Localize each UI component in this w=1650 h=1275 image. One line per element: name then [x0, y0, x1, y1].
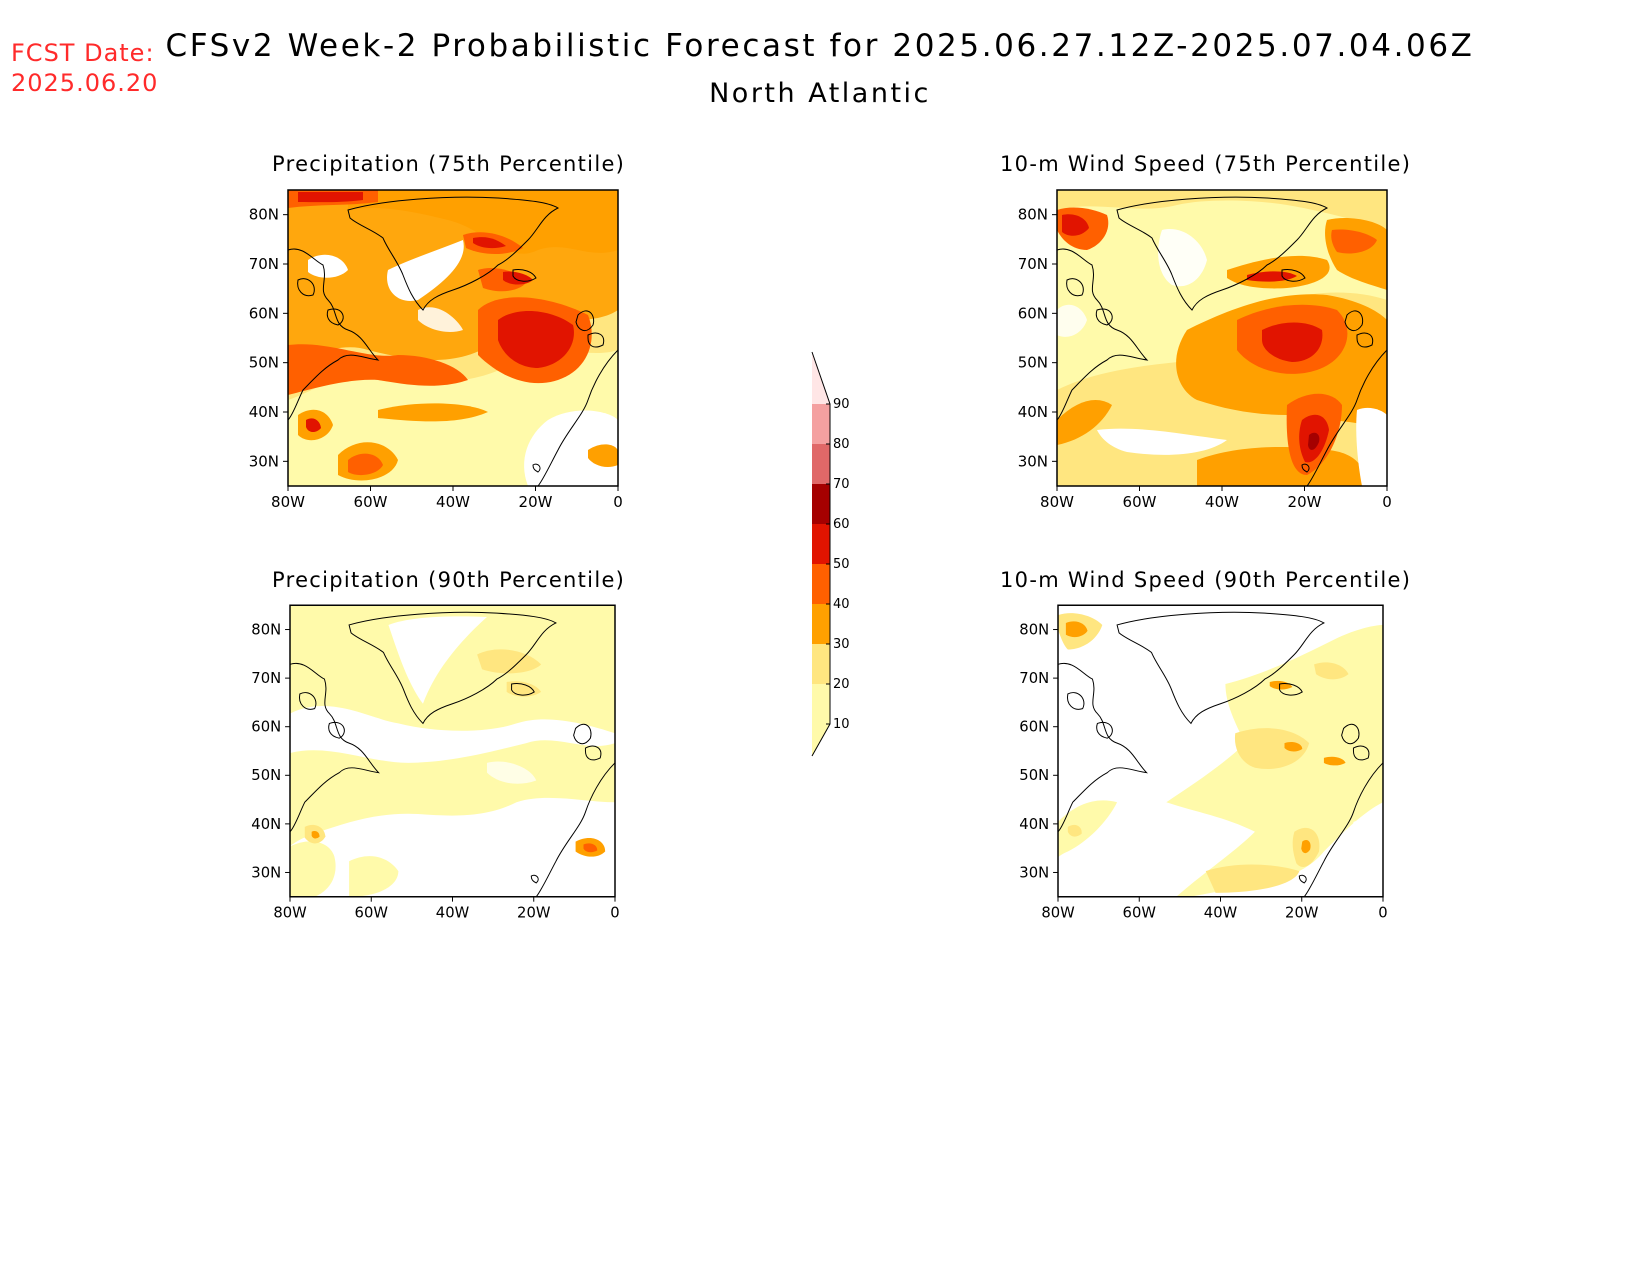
- colorbar-swatch: [812, 444, 830, 484]
- precip-75-lon-axis: 80W 60W 40W 20W 0: [271, 486, 623, 511]
- wind-90-lon-axis: 80W 60W 40W 20W 0: [1041, 896, 1388, 921]
- forecast-date-block: FCST Date: 2025.06.20: [11, 38, 158, 98]
- lon-tick-label: 20W: [517, 904, 551, 921]
- colorbar-swatch: [812, 524, 830, 564]
- precip-75-coastlines: [287, 196, 619, 487]
- lon-tick-label: 20W: [519, 493, 553, 511]
- lon-tick-label: 80W: [1040, 493, 1074, 511]
- map-precip-90: 80N 70N 60N 50N 40N 30N 80W 60W 40W 20W 0: [251, 604, 620, 921]
- panel-title-wind-75: 10-m Wind Speed (75th Percentile): [1000, 152, 1412, 176]
- lon-tick-label: 0: [1382, 493, 1392, 511]
- precip-90-lon-axis: 80W 60W 40W 20W 0: [273, 896, 620, 921]
- wind-90-shading: [1058, 613, 1383, 897]
- lat-tick-label: 40N: [1018, 403, 1048, 421]
- wind-75-lon-axis: 80W 60W 40W 20W 0: [1040, 486, 1392, 511]
- lon-tick-label: 20W: [1288, 493, 1322, 511]
- lat-tick-label: 80N: [1019, 621, 1049, 638]
- page-title: CFSv2 Week-2 Probabilistic Forecast for …: [165, 28, 1475, 64]
- lat-tick-label: 80N: [1018, 206, 1048, 224]
- precip-75-shading: [288, 190, 618, 486]
- wind-75-lat-axis: 80N 70N 60N 50N 40N 30N: [1018, 206, 1057, 470]
- lon-tick-label: 80W: [1041, 904, 1075, 921]
- colorbar-swatch: [812, 484, 830, 524]
- colorbar-tick-label: 50: [833, 557, 850, 572]
- lat-tick-label: 40N: [1019, 816, 1049, 833]
- colorbar-tick-label: 10: [833, 717, 850, 732]
- wind-75-coastlines: [1056, 196, 1388, 487]
- colorbar: 10 20 30 40 50 60 70 80 90: [800, 336, 860, 757]
- forecast-date-value: 2025.06.20: [11, 69, 159, 97]
- lon-tick-label: 20W: [1285, 904, 1319, 921]
- lon-tick-label: 60W: [354, 493, 388, 511]
- panel-title-precip-90: Precipitation (90th Percentile): [272, 568, 626, 592]
- wind-75-shading: [1057, 190, 1387, 486]
- forecast-date-label: FCST Date:: [11, 39, 155, 67]
- lat-tick-label: 60N: [251, 719, 281, 736]
- panel-title-precip-75: Precipitation (75th Percentile): [272, 152, 626, 176]
- precip-75-lat-axis: 80N 70N 60N 50N 40N 30N: [249, 206, 288, 470]
- lon-tick-label: 40W: [1204, 904, 1238, 921]
- precip-90-coastlines: [289, 611, 616, 898]
- lon-tick-label: 80W: [271, 493, 305, 511]
- lon-tick-label: 60W: [1123, 904, 1157, 921]
- lon-tick-label: 40W: [436, 904, 470, 921]
- precip-90-lat-axis: 80N 70N 60N 50N 40N 30N: [251, 621, 290, 881]
- colorbar-swatch: [812, 604, 830, 644]
- lon-tick-label: 40W: [1205, 493, 1239, 511]
- lat-tick-label: 50N: [249, 354, 279, 372]
- lon-tick-label: 0: [1378, 904, 1387, 921]
- lat-tick-label: 30N: [1019, 864, 1049, 881]
- wind-90-lat-axis: 80N 70N 60N 50N 40N 30N: [1019, 621, 1058, 881]
- lat-tick-label: 60N: [249, 304, 279, 322]
- lon-tick-label: 0: [613, 493, 623, 511]
- panel-title-wind-90: 10-m Wind Speed (90th Percentile): [1000, 568, 1412, 592]
- lat-tick-label: 50N: [251, 767, 281, 784]
- colorbar-tick-label: 40: [833, 597, 850, 612]
- precip-90-shading: [290, 605, 615, 897]
- colorbar-swatch: [812, 404, 830, 444]
- colorbar-swatch: [812, 684, 830, 756]
- region-subtitle: North Atlantic: [709, 78, 931, 109]
- lat-tick-label: 40N: [251, 816, 281, 833]
- colorbar-swatch: [812, 644, 830, 684]
- lon-tick-label: 0: [610, 904, 619, 921]
- colorbar-swatch: [812, 564, 830, 604]
- colorbar-tick-label: 60: [833, 517, 850, 532]
- lat-tick-label: 60N: [1019, 719, 1049, 736]
- lon-tick-label: 60W: [1123, 493, 1157, 511]
- colorbar-tick-label: 90: [833, 397, 850, 412]
- lon-tick-label: 60W: [355, 904, 389, 921]
- map-wind-90: 80N 70N 60N 50N 40N 30N 80W 60W 40W 20W 0: [1019, 604, 1388, 921]
- colorbar-tick-label: 70: [833, 477, 850, 492]
- map-wind-75: 80N 70N 60N 50N 40N 30N 80W 60W 40W 20W 0: [1018, 189, 1392, 511]
- lat-tick-label: 50N: [1018, 354, 1048, 372]
- lat-tick-label: 70N: [251, 670, 281, 687]
- map-precip-75: 80N 70N 60N 50N 40N 30N 80W 60W 40W 20W 0: [249, 189, 623, 511]
- lat-tick-label: 70N: [249, 255, 279, 273]
- wind-90-coastlines: [1057, 611, 1384, 898]
- lat-tick-label: 70N: [1019, 670, 1049, 687]
- lat-tick-label: 30N: [249, 452, 279, 470]
- lat-tick-label: 80N: [251, 621, 281, 638]
- lat-tick-label: 60N: [1018, 304, 1048, 322]
- lat-tick-label: 70N: [1018, 255, 1048, 273]
- lon-tick-label: 40W: [436, 493, 470, 511]
- lat-tick-label: 50N: [1019, 767, 1049, 784]
- colorbar-tick-label: 30: [833, 637, 850, 652]
- lat-tick-label: 30N: [251, 864, 281, 881]
- colorbar-tick-label: 20: [833, 677, 850, 692]
- colorbar-tick-label: 80: [833, 437, 850, 452]
- lat-tick-label: 80N: [249, 206, 279, 224]
- lon-tick-label: 80W: [273, 904, 307, 921]
- lat-tick-label: 40N: [249, 403, 279, 421]
- lat-tick-label: 30N: [1018, 452, 1048, 470]
